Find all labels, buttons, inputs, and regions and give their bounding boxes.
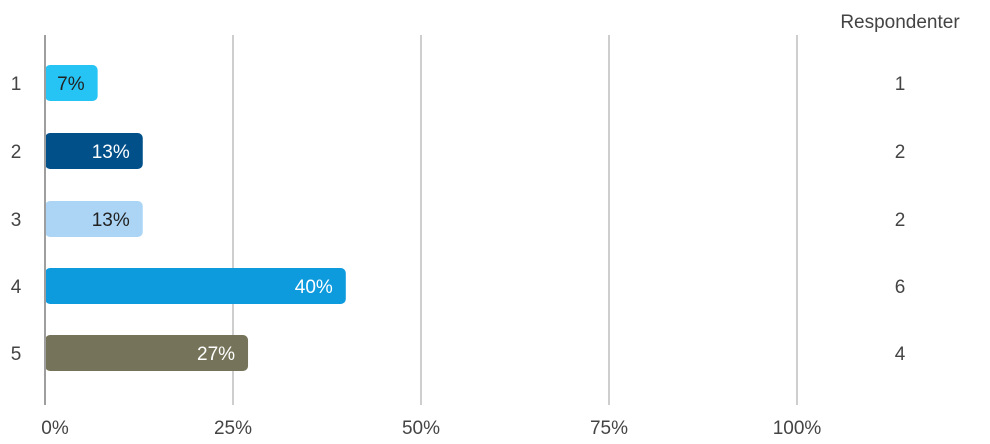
gridlines: [232, 35, 798, 405]
x-tick-label: 75%: [590, 418, 628, 439]
bar-value-label: 40%: [295, 277, 333, 298]
respondent-count: 4: [895, 344, 906, 365]
category-label: 4: [11, 277, 22, 298]
bar-value-label: 7%: [57, 74, 85, 95]
respondent-count: 2: [895, 142, 906, 163]
x-tick-label: 25%: [214, 418, 252, 439]
respondent-counts: 1 2 2 6 4: [895, 74, 906, 365]
bar-value-label: 13%: [92, 142, 130, 163]
x-tick-labels: 0% 25% 50% 75% 100%: [41, 418, 821, 439]
respondent-count: 2: [895, 210, 906, 231]
bar-value-label: 27%: [197, 344, 235, 365]
bar: [45, 201, 143, 237]
respondent-count: 1: [895, 74, 906, 95]
respondent-count: 6: [895, 277, 906, 298]
x-tick-label: 50%: [402, 418, 440, 439]
category-label: 5: [11, 344, 22, 365]
category-label: 1: [11, 74, 22, 95]
bar: [45, 335, 249, 371]
x-tick-label: 0%: [41, 418, 69, 439]
bar-value-label: 13%: [92, 210, 130, 231]
bar: [45, 268, 346, 304]
bars: 7% 13% 13% 40% 27%: [45, 65, 346, 371]
category-label: 3: [11, 210, 22, 231]
bar: [45, 65, 98, 101]
category-labels: 1 2 3 4 5: [11, 74, 22, 365]
category-label: 2: [11, 142, 22, 163]
respondents-header: Respondenter: [840, 12, 960, 33]
x-tick-label: 100%: [773, 418, 822, 439]
bar: [45, 133, 143, 169]
